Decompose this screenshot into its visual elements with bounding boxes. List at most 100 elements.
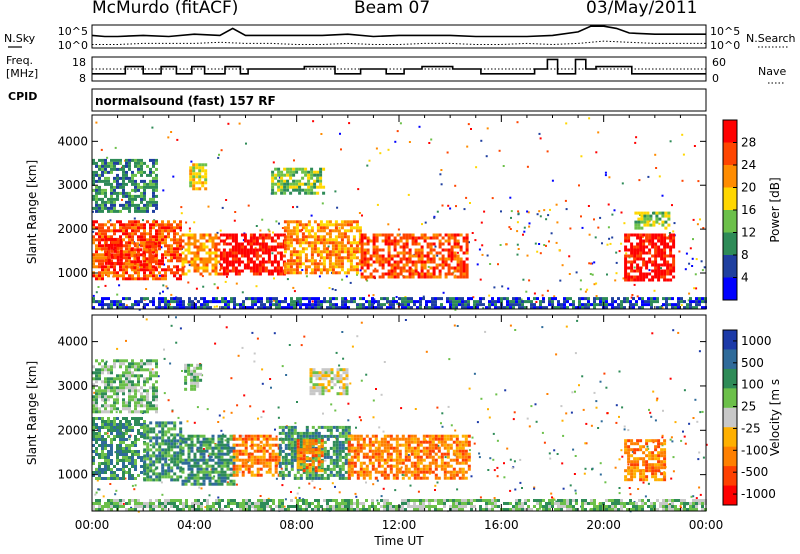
power-cell [578, 300, 581, 304]
power-cell [107, 271, 110, 275]
power-speck [255, 225, 258, 227]
power-cell [231, 269, 235, 273]
power-cell [122, 297, 125, 301]
power-cell [423, 263, 427, 267]
velocity-cell [176, 439, 180, 443]
power-cell [222, 257, 226, 261]
power-cell [359, 303, 362, 307]
power-cell [627, 248, 631, 252]
velocity-cell [128, 423, 131, 426]
power-cell [148, 242, 152, 246]
power-cell [201, 166, 205, 170]
power-cell [521, 300, 524, 304]
power-cell [137, 271, 140, 275]
power-speck [366, 164, 369, 167]
power-cell [396, 254, 400, 258]
velocity-cell [170, 421, 174, 425]
power-cell [340, 268, 344, 272]
power-cell [636, 251, 640, 255]
power-cell [137, 220, 140, 224]
power-cell [198, 166, 202, 170]
power-cell [140, 297, 143, 301]
power-cell [125, 176, 128, 180]
power-cell [113, 246, 117, 250]
velocity-cell [208, 437, 212, 441]
velocity-cell [259, 455, 263, 459]
velocity-speck [434, 489, 436, 491]
power-cell [431, 300, 434, 304]
power-cell [211, 245, 215, 249]
power-cell [233, 303, 236, 307]
power-cell [190, 251, 194, 255]
power-speck [399, 122, 402, 125]
velocity-cell [259, 434, 263, 438]
power-cell [122, 167, 125, 171]
power-cell [639, 269, 643, 273]
velocity-cell [235, 437, 239, 441]
velocity-cell [326, 449, 330, 453]
velocity-speck [217, 421, 220, 423]
power-cell [152, 265, 155, 269]
power-cell [301, 247, 305, 251]
power-cell [116, 191, 119, 195]
velocity-cell [320, 476, 324, 480]
power-cell [181, 263, 185, 267]
velocity-cell [116, 444, 119, 447]
power-cell [386, 300, 389, 304]
velocity-cell [143, 450, 146, 453]
power-cell [602, 297, 605, 301]
power-cell [264, 260, 268, 264]
power-cell [101, 232, 104, 236]
velocity-cell [152, 463, 156, 467]
power-cell [107, 306, 110, 310]
power-cell [393, 275, 397, 279]
power-cell [217, 260, 221, 264]
power-cell [491, 297, 494, 301]
power-cell [283, 191, 287, 195]
velocity-cell [256, 461, 260, 465]
power-cell [145, 245, 149, 249]
velocity-cell [122, 456, 125, 459]
velocity-cell [232, 458, 236, 462]
power-cell [636, 242, 640, 246]
power-cell [344, 306, 347, 310]
velocity-cell [256, 434, 260, 438]
power-speck [106, 156, 109, 159]
power-cell [192, 163, 196, 167]
power-cell [308, 303, 311, 307]
velocity-cell [187, 434, 191, 438]
velocity-cell [220, 446, 224, 450]
power-speck [179, 229, 182, 232]
power-cell [578, 303, 581, 307]
power-cell [134, 182, 137, 186]
power-cell [319, 220, 323, 224]
power-cell [128, 164, 131, 168]
power-cell [669, 263, 673, 267]
power-cell [116, 197, 119, 201]
velocity-cell [164, 463, 168, 467]
velocity-speck [403, 474, 406, 477]
power-cell [154, 254, 158, 258]
velocity-speck [654, 419, 657, 422]
velocity-speck [313, 486, 316, 489]
power-cell [405, 251, 409, 255]
power-cell [465, 248, 469, 252]
power-cell [116, 300, 119, 304]
power-speck [286, 278, 289, 281]
velocity-speck [235, 483, 238, 486]
power-speck [608, 176, 611, 179]
power-cell [641, 300, 644, 304]
power-cell [134, 188, 137, 192]
power-cell [371, 306, 374, 310]
velocity-speck [682, 430, 684, 433]
power-cell [334, 241, 338, 245]
power-cell [98, 265, 101, 269]
power-cell [234, 266, 238, 270]
velocity-speck [514, 488, 517, 491]
velocity-cell [128, 471, 131, 474]
power-cell [264, 269, 268, 273]
velocity-cell [287, 431, 291, 435]
power-cell [369, 254, 373, 258]
velocity-cell [299, 437, 303, 441]
power-cell [349, 244, 353, 248]
